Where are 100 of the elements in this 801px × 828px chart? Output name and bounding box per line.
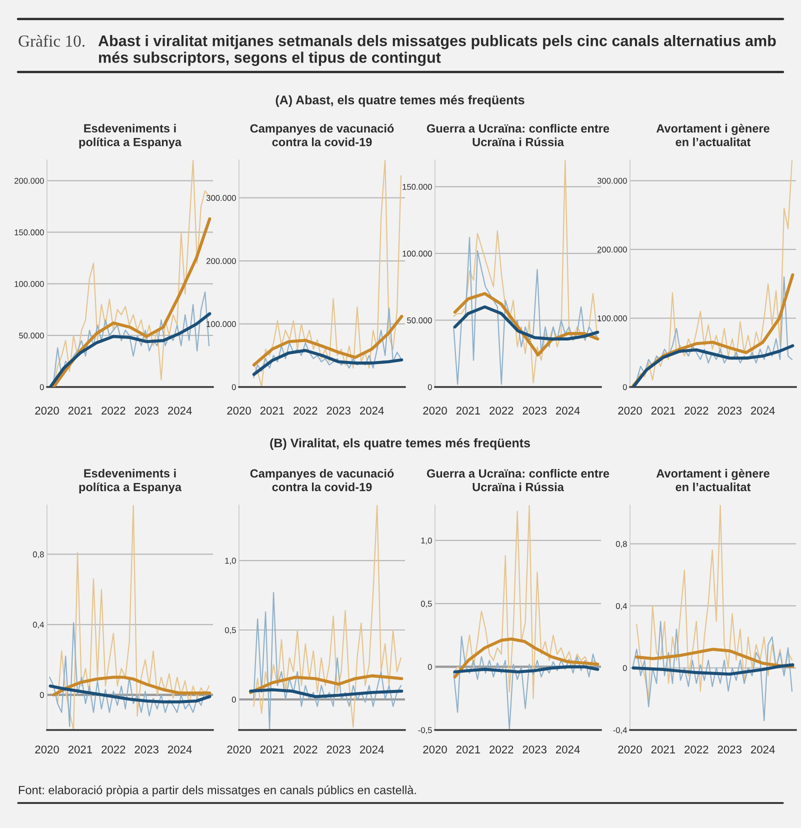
line-series: [453, 236, 598, 385]
text: Font: elaboració pròpia a partir dels missatges en canals públics en castellà.: [18, 785, 416, 797]
chart-title: Avortament i gènere en l’actualitat: [656, 124, 770, 146]
x-tick-label: 2024: [751, 406, 775, 415]
chart-title: Guerra a Ucraïna: conflicte entre Ucraïna i Rússia: [426, 124, 610, 146]
x-tick-label: 2020: [227, 406, 251, 415]
y-tick-label: 0: [40, 384, 44, 390]
y-tick-label: 0,8: [616, 540, 627, 548]
y-tick-label: 200.000: [14, 178, 44, 184]
x-tick-label: 2024: [360, 746, 384, 754]
line-series: [249, 688, 404, 698]
y-tick-label: 0,5: [224, 627, 236, 634]
x-tick-label: 2023: [326, 746, 350, 754]
y-tick-label: 0,5: [420, 600, 432, 608]
x-tick-label: 2020: [423, 746, 447, 754]
chart-title: Esdeveniments i política a Espanya: [79, 468, 182, 494]
line-series: [253, 505, 402, 728]
x-tick-label: 2021: [68, 746, 92, 754]
y-tick-label: 0: [622, 384, 627, 390]
y-tick-label: 50.000: [407, 317, 432, 324]
x-tick-label: 2021: [651, 746, 676, 754]
x-tick-label: 2022: [102, 406, 126, 415]
line-series: [49, 622, 210, 728]
y-tick-label: 0,4: [32, 622, 44, 629]
x-tick-label: 2024: [168, 406, 192, 415]
x-tick-label: 2023: [522, 746, 546, 754]
text: Abast i viralitat mitjanes setmanals dels missatges publicats pels cinc canals alternatius amb més subscriptors, segons el tipus de contingut: [98, 35, 776, 66]
line-series: [632, 663, 794, 676]
x-tick-label: 2022: [684, 406, 708, 415]
x-tick-label: 2021: [260, 406, 284, 415]
text: (A) Abast, els quatre temes més freqüents: [276, 95, 524, 107]
line-series: [52, 676, 212, 696]
x-tick-label: 2021: [651, 406, 676, 415]
line-series: [453, 160, 598, 384]
line-series: [249, 674, 404, 694]
x-tick-label: 2023: [718, 746, 742, 754]
x-tick-label: 2021: [456, 406, 480, 415]
x-tick-label: 2020: [35, 746, 59, 754]
chart-title: Campanyes de vacunació contra la covid-19: [250, 468, 394, 492]
line-series: [636, 160, 793, 381]
y-tick-label: 100.000: [402, 250, 432, 257]
y-tick-label: 0,4: [616, 603, 627, 610]
line-series: [253, 308, 402, 378]
x-tick-label: 2022: [490, 746, 514, 754]
line-series: [453, 505, 598, 699]
y-tick-label: 300.000: [597, 178, 627, 184]
x-tick-label: 2022: [294, 406, 318, 415]
y-tick-label: 1,0: [421, 538, 432, 544]
x-tick-label: 2024: [751, 746, 775, 754]
line-series: [252, 314, 404, 366]
text: Gràfic 10.: [18, 34, 84, 47]
line-series: [632, 344, 794, 387]
y-tick-label: 100.000: [206, 321, 236, 328]
chart-title: Avortament i gènere en l’actualitat: [656, 468, 770, 492]
chart-title: Esdeveniments i política a Espanya: [79, 124, 182, 149]
line-series: [48, 684, 212, 704]
x-tick-label: 2021: [456, 746, 480, 754]
line-series: [453, 305, 600, 340]
y-tick-label: 150.000: [402, 184, 432, 190]
line-series: [253, 592, 402, 730]
chart-title: Guerra a Ucraïna: conflicte entre Ucraïna i Rússia: [426, 468, 610, 492]
x-tick-label: 2023: [522, 406, 546, 415]
x-tick-label: 2020: [423, 406, 447, 415]
y-tick-label: 0,8: [32, 551, 44, 558]
y-tick-label: 0: [622, 665, 627, 672]
x-tick-label: 2020: [618, 406, 642, 415]
line-series: [453, 637, 600, 678]
line-series: [453, 636, 598, 730]
y-tick-label: 100.000: [598, 315, 627, 322]
x-tick-label: 2024: [360, 406, 384, 415]
x-tick-label: 2024: [556, 746, 580, 754]
y-tick-label: 300.000: [206, 195, 236, 201]
y-tick-label: 50.000: [19, 332, 44, 339]
line-series: [252, 348, 404, 376]
x-tick-label: 2020: [35, 406, 59, 415]
y-tick-label: 200.000: [206, 258, 236, 264]
x-tick-label: 2023: [134, 406, 158, 415]
x-tick-label: 2022: [490, 406, 514, 415]
y-tick-label: 100.000: [14, 281, 44, 287]
x-tick-label: 2020: [618, 746, 642, 754]
y-tick-label: 1,0: [225, 558, 236, 565]
y-tick-label: 0: [232, 696, 236, 703]
x-tick-label: 2022: [102, 746, 126, 754]
y-tick-label: -0,5: [418, 727, 432, 734]
y-tick-label: 150.000: [14, 229, 44, 236]
x-tick-label: 2022: [684, 746, 708, 754]
y-tick-label: 0: [40, 692, 44, 698]
y-tick-label: 200.000: [598, 246, 627, 253]
x-tick-label: 2023: [326, 406, 350, 415]
x-tick-label: 2021: [260, 746, 284, 754]
x-tick-label: 2023: [134, 746, 158, 754]
line-series: [632, 620, 793, 722]
x-tick-label: 2021: [68, 406, 92, 415]
y-tick-label: -0,4: [613, 727, 627, 734]
x-tick-label: 2020: [227, 746, 251, 754]
line-series: [636, 505, 793, 700]
x-tick-label: 2024: [168, 746, 192, 754]
line-series: [253, 160, 402, 387]
y-tick-label: 0: [232, 384, 236, 390]
x-tick-label: 2022: [294, 746, 318, 754]
